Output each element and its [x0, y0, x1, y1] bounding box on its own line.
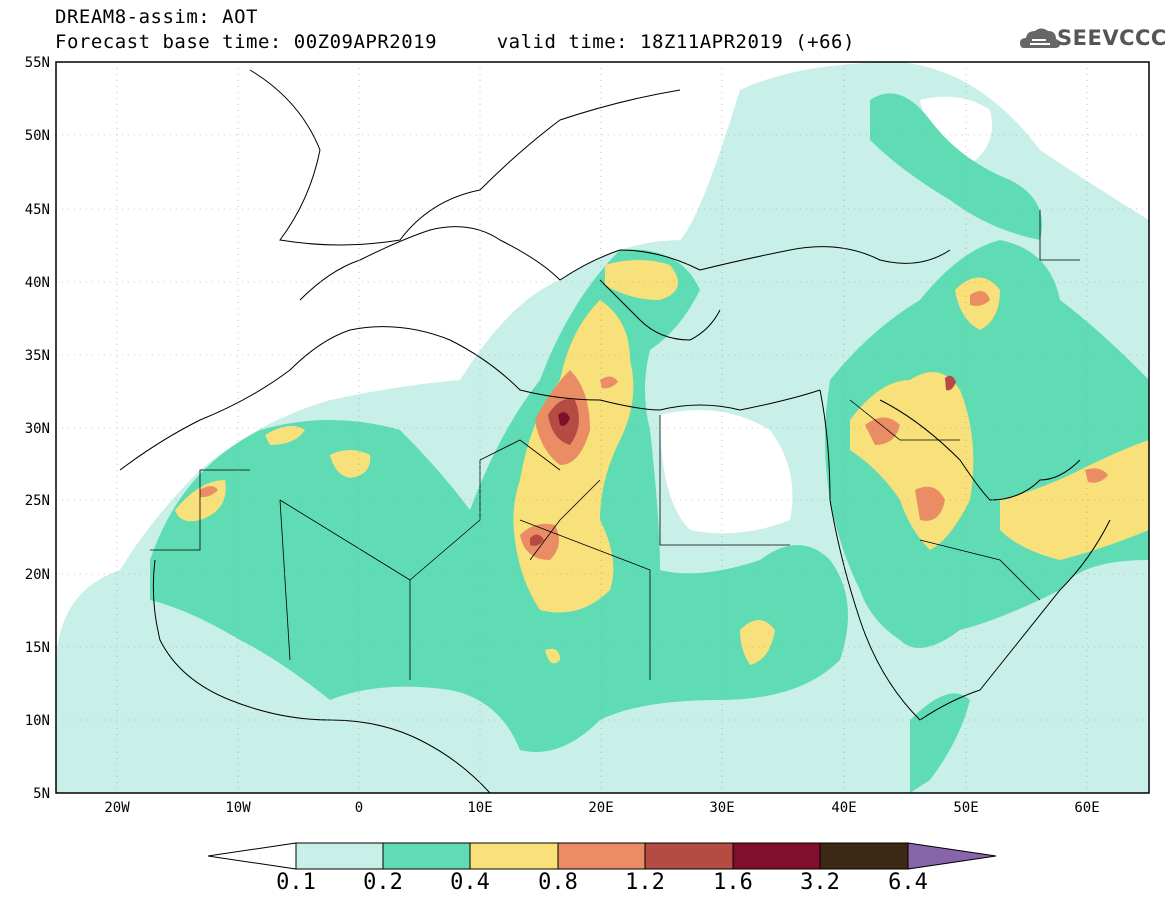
map-gridlines [56, 62, 1149, 793]
colorbar-label: 0.2 [363, 870, 403, 895]
lat-label: 30N [25, 421, 50, 437]
lat-label: 20N [25, 567, 50, 583]
colorbar-label: 1.6 [713, 870, 753, 895]
colorbar-low-arrow [207, 842, 297, 870]
lon-label: 20E [588, 800, 613, 816]
colorbar-label: 0.4 [450, 870, 490, 895]
lon-label: 10W [225, 800, 251, 816]
lon-label: 10E [467, 800, 492, 816]
colorbar-label: 0.1 [276, 870, 316, 895]
lat-label: 45N [25, 202, 50, 218]
latitude-labels: 55N 50N 45N 40N 35N 30N 25N 20N 15N 10N … [25, 55, 50, 802]
lon-label: 20W [104, 800, 130, 816]
colorbar-swatch [644, 842, 734, 870]
cloud-logo-icon [1020, 28, 1060, 48]
colorbar-label: 3.2 [800, 870, 840, 895]
longitude-labels: 20W 10W 0 10E 20E 30E 40E 50E 60E [104, 800, 1099, 816]
colorbar-swatch [732, 842, 821, 870]
colorbar-label: 6.4 [888, 870, 928, 895]
aot-level-1.6 [558, 412, 570, 426]
aot-fields [56, 62, 1149, 793]
seevccc-logo-text: SEEVCCC [1057, 26, 1165, 50]
colorbar-high-arrow [907, 842, 997, 870]
colorbar-swatch [382, 842, 471, 870]
lon-label: 40E [831, 800, 856, 816]
lon-label: 60E [1074, 800, 1099, 816]
colorbar-label: 1.2 [625, 870, 665, 895]
lat-label: 15N [25, 640, 50, 656]
lat-label: 5N [33, 786, 50, 802]
lat-label: 50N [25, 128, 50, 144]
lat-label: 55N [25, 55, 50, 71]
colorbar [207, 842, 997, 870]
map-subtitle-times: Forecast base time: 00Z09APR2019 valid t… [55, 31, 855, 53]
colorbar-swatch [295, 842, 384, 870]
map-frame [55, 61, 1150, 794]
colorbar-swatch [819, 842, 909, 870]
lon-label: 0 [355, 800, 363, 816]
lat-label: 35N [25, 348, 50, 364]
map-title: DREAM8-assim: AOT [55, 6, 258, 28]
colorbar-swatch [557, 842, 646, 870]
colorbar-swatch [469, 842, 559, 870]
country-borders [150, 210, 1080, 680]
lon-label: 50E [953, 800, 978, 816]
lat-label: 10N [25, 713, 50, 729]
lat-label: 40N [25, 275, 50, 291]
lat-label: 25N [25, 493, 50, 509]
colorbar-label: 0.8 [538, 870, 578, 895]
lon-label: 30E [709, 800, 734, 816]
